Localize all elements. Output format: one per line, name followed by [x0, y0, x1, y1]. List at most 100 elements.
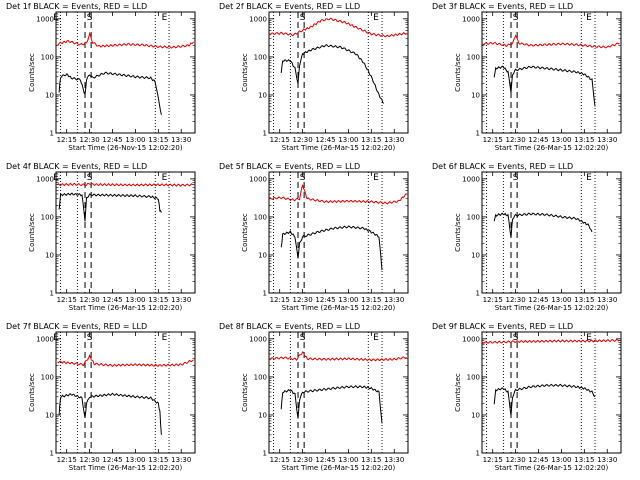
x-axis-label: Start Time (26-Mar-15 12:02:20) [282, 144, 396, 152]
chart-title: Det 9f BLACK = Events, RED = LLD [432, 322, 573, 331]
y-axis-label: Counts/sec [241, 213, 249, 252]
y-axis-label: Counts/sec [241, 53, 249, 92]
y-tick-label: 100 [467, 53, 480, 61]
y-tick-label: 1 [50, 290, 54, 298]
x-tick-label: 12:45 [315, 296, 335, 304]
chart-title: Det 5f BLACK = Events, RED = LLD [219, 162, 360, 171]
events-series-line [493, 65, 596, 107]
y-tick-label: 1 [263, 290, 267, 298]
x-tick-label: 13:30 [597, 136, 617, 144]
y-tick-label: 1 [263, 450, 267, 458]
flag-label: S [513, 173, 519, 183]
x-tick-label: 13:00 [551, 296, 571, 304]
chart-svg: Det 7f BLACK = Events, RED = LLD 1 10 100 10… [6, 322, 196, 472]
plot-frame [481, 331, 622, 454]
events-series-line [280, 43, 384, 104]
lld-series-line [481, 338, 620, 344]
y-tick-label: 1000 [462, 175, 480, 183]
y-tick-label: 1 [476, 290, 480, 298]
x-tick-label: 13:30 [597, 296, 617, 304]
y-tick-label: 10 [45, 91, 54, 99]
y-axis-label: Counts/sec [28, 53, 36, 92]
chart-title: Det 4f BLACK = Events, RED = LLD [6, 162, 147, 171]
y-tick-label: 1 [50, 130, 54, 138]
y-tick-label: 100 [41, 213, 54, 221]
x-tick-label: 12:30 [293, 136, 313, 144]
flag-label: E [586, 333, 592, 343]
x-tick-label: 12:30 [80, 136, 100, 144]
chart-panel: Det 8f BLACK = Events, RED = LLD 1 10 100 10… [213, 320, 426, 480]
chart-svg: Det 8f BLACK = Events, RED = LLD 1 10 100 10… [219, 322, 409, 472]
plot-frame [481, 11, 622, 134]
x-tick-label: 12:45 [315, 456, 335, 464]
y-axis-label: Counts/sec [241, 373, 249, 412]
y-axis-label: Counts/sec [454, 373, 462, 412]
y-axis-label: Counts/sec [28, 213, 36, 252]
chart-title: Det 7f BLACK = Events, RED = LLD [6, 322, 147, 331]
y-tick-label: 1000 [462, 335, 480, 343]
lld-series-line [57, 182, 194, 187]
x-tick-label: 13:00 [338, 456, 358, 464]
x-tick-label: 13:00 [551, 456, 571, 464]
x-tick-label: 13:15 [361, 296, 381, 304]
flag-label: S [300, 333, 306, 343]
y-tick-label: 1 [476, 130, 480, 138]
flag-label: S [513, 333, 519, 343]
y-tick-label: 1000 [36, 15, 54, 23]
x-tick-label: 13:30 [171, 456, 191, 464]
chart-panel: Det 2f BLACK = Events, RED = LLD 1 10 100 10… [213, 0, 426, 160]
x-tick-label: 12:15 [270, 456, 290, 464]
lld-series-line [268, 184, 407, 205]
events-series-line [58, 71, 162, 115]
y-tick-label: 1000 [462, 15, 480, 23]
x-tick-label: 12:15 [483, 136, 503, 144]
x-tick-label: 12:30 [80, 456, 100, 464]
lld-series-line [268, 351, 407, 362]
x-tick-label: 13:15 [574, 296, 594, 304]
y-tick-label: 1000 [36, 175, 54, 183]
x-tick-label: 12:45 [528, 296, 548, 304]
flag-label: S [513, 13, 519, 23]
lld-series-line [57, 31, 194, 49]
flag-label: S [300, 173, 306, 183]
chart-panel: Det 4f BLACK = Events, RED = LLD 1 10 100 10… [0, 160, 213, 320]
y-tick-label: 1000 [249, 15, 267, 23]
y-tick-label: 100 [467, 213, 480, 221]
flag-label: E [162, 173, 168, 183]
x-tick-label: 12:45 [102, 136, 122, 144]
events-series-line [58, 392, 162, 435]
y-tick-label: 10 [45, 251, 54, 259]
x-tick-label: 13:15 [361, 456, 381, 464]
events-series-line [493, 212, 593, 238]
x-tick-label: 13:15 [148, 136, 168, 144]
chart-svg: Det 1f BLACK = Events, RED = LLD 1 10 100 10… [6, 2, 196, 152]
events-series-line [58, 192, 162, 222]
plot-frame [55, 331, 196, 454]
chart-svg: Det 3f BLACK = Events, RED = LLD 1 10 100 10… [432, 2, 622, 152]
plot-frame [481, 171, 622, 294]
y-tick-label: 10 [471, 411, 480, 419]
chart-svg: Det 4f BLACK = Events, RED = LLD 1 10 100 10… [6, 162, 196, 312]
flag-label: E [162, 13, 168, 23]
flag-label: E [53, 333, 59, 343]
x-tick-label: 12:30 [506, 296, 526, 304]
y-tick-label: 10 [45, 411, 54, 419]
y-tick-label: 10 [471, 251, 480, 259]
x-axis-label: Start Time (26-Mar-15 12:02:20) [282, 304, 396, 312]
x-tick-label: 12:45 [528, 136, 548, 144]
y-tick-label: 100 [41, 53, 54, 61]
y-tick-label: 100 [254, 213, 267, 221]
y-tick-label: 1 [476, 450, 480, 458]
x-tick-label: 13:30 [384, 136, 404, 144]
plot-frame [268, 331, 409, 454]
x-tick-label: 13:00 [551, 136, 571, 144]
x-tick-label: 13:15 [361, 136, 381, 144]
plot-frame [268, 11, 409, 134]
x-axis-label: Start Time (26-Nov-15 12:02:20) [68, 144, 182, 152]
chart-panel: Det 1f BLACK = Events, RED = LLD 1 10 100 10… [0, 0, 213, 160]
y-tick-label: 10 [258, 251, 267, 259]
x-tick-label: 13:00 [338, 296, 358, 304]
x-axis-label: Start Time (26-Mar-15 12:02:20) [69, 464, 183, 472]
x-tick-label: 13:15 [574, 136, 594, 144]
